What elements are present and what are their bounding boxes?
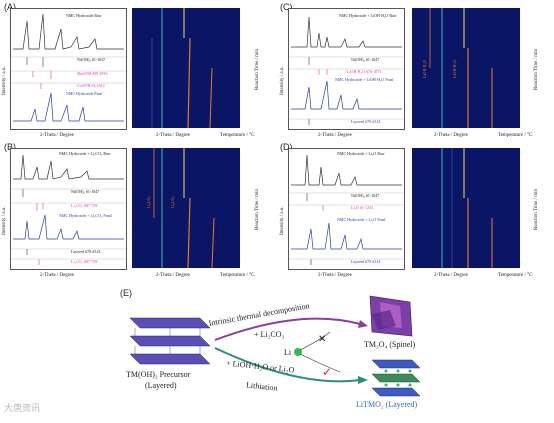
ref-a-2: MnOOH #99-2816 (77, 71, 108, 76)
top-reagent-label: + Li₂CO₃ (254, 330, 285, 339)
ref-b-1: Ni(OH)₂ #1-1047 (71, 189, 100, 194)
xrd-plot-a (11, 13, 126, 122)
time-axis-c: Reaction Time / min (534, 49, 539, 90)
annotation-b-1: Li₂CO₃ (146, 196, 151, 208)
precursor-label: TM(OH)₂ Precursor (126, 370, 191, 379)
xaxis-b: 2-Theta / Degree (40, 273, 74, 278)
layered-product-structure (371, 359, 421, 397)
yaxis-d: Intensity / a.u. (280, 206, 285, 235)
xrd-plot-b (11, 154, 126, 265)
xaxis-a: 2-Theta / Degree (40, 133, 74, 138)
ref-d-1: Ni(OH)₂ #1-1047 (351, 193, 380, 198)
legend-top-d: NMC Hydroxide + Li₂O Raw (337, 151, 385, 156)
ref-a-3: CoOOH #3-1014 (77, 83, 105, 88)
xrd-panel-b: NMC Hydroxide + Li₂CO₃ Raw Ni(OH)₂ #1-10… (10, 148, 127, 270)
heat-xaxis-b: 2-Theta / Degree (156, 273, 190, 278)
xrd-plot-d (289, 154, 404, 265)
ref-c-3: Layered #70-4314 (351, 119, 381, 124)
svg-text:✕: ✕ (318, 334, 326, 345)
panel-label-c: (C) (280, 2, 293, 12)
contour-plot-c (429, 8, 493, 128)
time-axis-b: Reaction Time / min (255, 189, 260, 230)
contour-panel-b: Li₂CO₃ Li₂CO₃ (132, 148, 240, 268)
xrd-panel-a: NMC Hydroxide Raw Ni(OH)₂ #1-1047 MnOOH … (10, 8, 127, 130)
contour-plot-a (151, 8, 213, 128)
spinel-structure (369, 295, 413, 337)
ref-d-2: Li₂O #1-1253 (351, 205, 374, 210)
legend-bottom-a: NMC Hydroxide Final (66, 91, 103, 96)
panel-label-b: (B) (4, 142, 16, 152)
precursor-sub: (Layered) (145, 381, 177, 390)
contour-panel-a (132, 8, 240, 128)
ref-c-1: Ni(OH)₂ #1-1047 (351, 57, 380, 62)
contour-panel-c: LiOH·H₂O LiOH·H₂O (412, 8, 520, 128)
annotation-c-1: LiOH·H₂O (422, 60, 427, 78)
ref-d-3: Layered #70-4314 (351, 259, 381, 264)
heat-xaxis-a: 2-Theta / Degree (156, 133, 190, 138)
spinel-label: TM₃O₄ (Spinel) (364, 340, 416, 349)
temp-axis-b: Temperature / °C (220, 273, 255, 278)
yaxis-b: Intensity / a.u. (2, 206, 7, 235)
ref-b-2: Li₂CO₃ #87-729 (71, 203, 98, 208)
ref-b-3: Layered #70-4314 (71, 249, 101, 254)
legend-top-c: NMC Hydroxide + LiOH·H₂O Raw (339, 13, 397, 18)
time-axis-d: Reaction Time / min (534, 189, 539, 230)
yaxis-c: Intensity / a.u. (280, 66, 285, 95)
heat-xaxis-c: 2-Theta / Degree (434, 133, 468, 138)
ref-b-4: Li₂CO₃ #87-729 (71, 259, 98, 264)
temp-axis-c: Temperature / °C (498, 133, 533, 138)
contour-plot-b (153, 148, 215, 268)
watermark: 大唐资讯 (4, 403, 41, 413)
contour-panel-d (412, 148, 520, 268)
li-label: Li (284, 348, 292, 357)
panel-label-d: (D) (280, 142, 293, 152)
schematic-diagram: ✕ ✓ (129, 295, 421, 397)
annotation-c-2: LiOH·H₂O (452, 60, 457, 78)
legend-bottom-c: NMC Hydroxide + LiOH·H₂O Final (335, 77, 394, 82)
xaxis-c: 2-Theta / Degree (318, 133, 352, 138)
svg-text:✓: ✓ (322, 365, 332, 379)
yaxis-a: Intensity / a.u. (2, 66, 7, 95)
temp-axis-d: Temperature / °C (498, 273, 533, 278)
legend-top-a: NMC Hydroxide Raw (66, 13, 102, 18)
time-axis-a: Reaction Time / min (255, 49, 260, 90)
annotation-b-2: Li₂CO₃ (170, 196, 175, 208)
schematic-panel-e: (E) ✕ ✓ (0, 288, 554, 418)
legend-bottom-d: NMC Hydroxide + Li₂O Final (337, 217, 386, 222)
panel-label-e: (E) (120, 288, 132, 298)
ref-a-1: Ni(OH)₂ #1-1047 (77, 57, 106, 62)
precursor-structure (129, 317, 211, 365)
panel-label-a: (A) (4, 2, 16, 12)
xrd-panel-c: NMC Hydroxide + LiOH·H₂O Raw Ni(OH)₂ #1-… (288, 8, 405, 130)
xrd-panel-d: NMC Hydroxide + Li₂O Raw Ni(OH)₂ #1-1047… (288, 148, 405, 270)
heat-xaxis-d: 2-Theta / Degree (434, 273, 468, 278)
legend-top-b: NMC Hydroxide + Li₂CO₃ Raw (59, 151, 111, 156)
ref-c-2: LiOH·H₂O #76-1073 (347, 69, 382, 74)
temp-axis-a: Temperature / °C (220, 133, 255, 138)
xrd-plot-c (289, 16, 404, 125)
contour-plot-d (441, 148, 493, 268)
xaxis-d: 2-Theta / Degree (318, 273, 352, 278)
layered-label: LiTMO₂ (Layered) (356, 400, 418, 409)
legend-bottom-b: NMC Hydroxide + Li₂CO₃ Final (59, 213, 112, 218)
